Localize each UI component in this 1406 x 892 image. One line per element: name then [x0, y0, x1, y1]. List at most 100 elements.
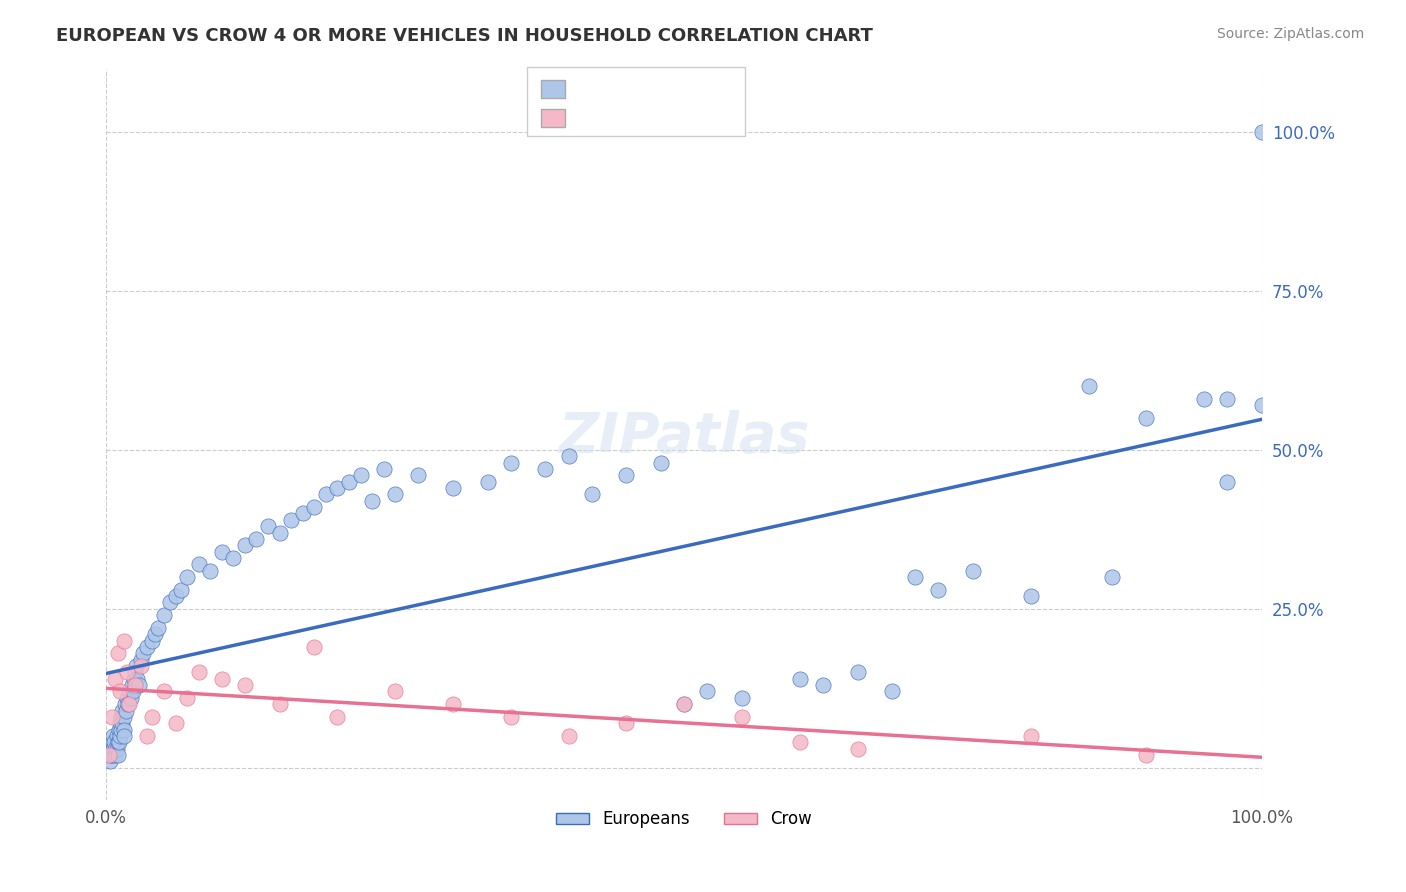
Point [187, 665, 209, 680]
Point [846, 741, 869, 756]
Point [108, 684, 131, 698]
Point [811, 678, 834, 692]
Point [846, 665, 869, 680]
Point [108, 735, 131, 749]
Point [499, 456, 522, 470]
Point [1194, 392, 1216, 406]
Point [107, 747, 129, 762]
Point [1135, 747, 1157, 762]
Point [384, 487, 406, 501]
Point [105, 729, 128, 743]
Point [211, 544, 233, 558]
Point [118, 684, 141, 698]
Text: N =: N = [654, 107, 706, 125]
Point [129, 659, 152, 673]
Point [129, 653, 152, 667]
Point [326, 481, 349, 495]
Point [108, 723, 131, 737]
Point [148, 621, 170, 635]
Point [101, 747, 124, 762]
Point [315, 487, 337, 501]
Point [927, 582, 949, 597]
Point [904, 570, 927, 584]
Point [105, 741, 128, 756]
Point [200, 564, 222, 578]
Point [120, 690, 142, 705]
Point [115, 704, 138, 718]
Point [222, 551, 245, 566]
Point [101, 710, 124, 724]
Point [110, 723, 132, 737]
Text: -0.294: -0.294 [609, 107, 673, 125]
Point [165, 716, 187, 731]
Point [614, 468, 637, 483]
Point [1101, 570, 1123, 584]
Point [349, 468, 371, 483]
Point [557, 729, 579, 743]
Point [165, 589, 187, 603]
Point [499, 710, 522, 724]
Point [121, 678, 143, 692]
Point [731, 710, 754, 724]
Text: R =: R = [569, 107, 609, 125]
Point [731, 690, 754, 705]
Point [962, 564, 984, 578]
Point [614, 716, 637, 731]
Point [117, 697, 139, 711]
Point [673, 697, 696, 711]
Point [673, 697, 696, 711]
Point [211, 672, 233, 686]
Point [104, 747, 127, 762]
Point [103, 735, 125, 749]
Point [112, 723, 135, 737]
Point [114, 697, 136, 711]
Point [373, 462, 395, 476]
Point [1019, 589, 1042, 603]
Point [650, 456, 672, 470]
Point [882, 684, 904, 698]
Point [127, 672, 149, 686]
Text: N =: N = [654, 78, 706, 96]
Point [159, 595, 181, 609]
Point [107, 646, 129, 660]
Point [132, 646, 155, 660]
Point [534, 462, 557, 476]
Point [789, 735, 811, 749]
Point [124, 665, 146, 680]
Point [112, 633, 135, 648]
Point [141, 633, 163, 648]
Point [104, 672, 127, 686]
Point [115, 690, 138, 705]
Point [111, 716, 134, 731]
Point [1251, 399, 1274, 413]
Point [696, 684, 718, 698]
Point [557, 450, 579, 464]
Text: 32: 32 [686, 107, 711, 125]
Text: 0.630: 0.630 [612, 78, 668, 96]
Point [124, 678, 146, 692]
Point [97, 747, 120, 762]
Point [101, 729, 124, 743]
Point [384, 684, 406, 698]
Point [101, 741, 124, 756]
Point [112, 710, 135, 724]
Point [128, 678, 150, 692]
Point [115, 665, 138, 680]
Point [176, 570, 198, 584]
Point [153, 684, 176, 698]
Point [1251, 125, 1274, 139]
Point [291, 507, 314, 521]
Point [361, 493, 384, 508]
Point [304, 500, 326, 515]
Point [107, 735, 129, 749]
Point [789, 672, 811, 686]
Point [233, 678, 256, 692]
Text: EUROPEAN VS CROW 4 OR MORE VEHICLES IN HOUSEHOLD CORRELATION CHART: EUROPEAN VS CROW 4 OR MORE VEHICLES IN H… [56, 27, 873, 45]
Point [135, 640, 157, 654]
Point [408, 468, 430, 483]
Point [269, 525, 291, 540]
Point [1216, 392, 1239, 406]
Point [326, 710, 349, 724]
Point [122, 672, 145, 686]
Point [111, 704, 134, 718]
